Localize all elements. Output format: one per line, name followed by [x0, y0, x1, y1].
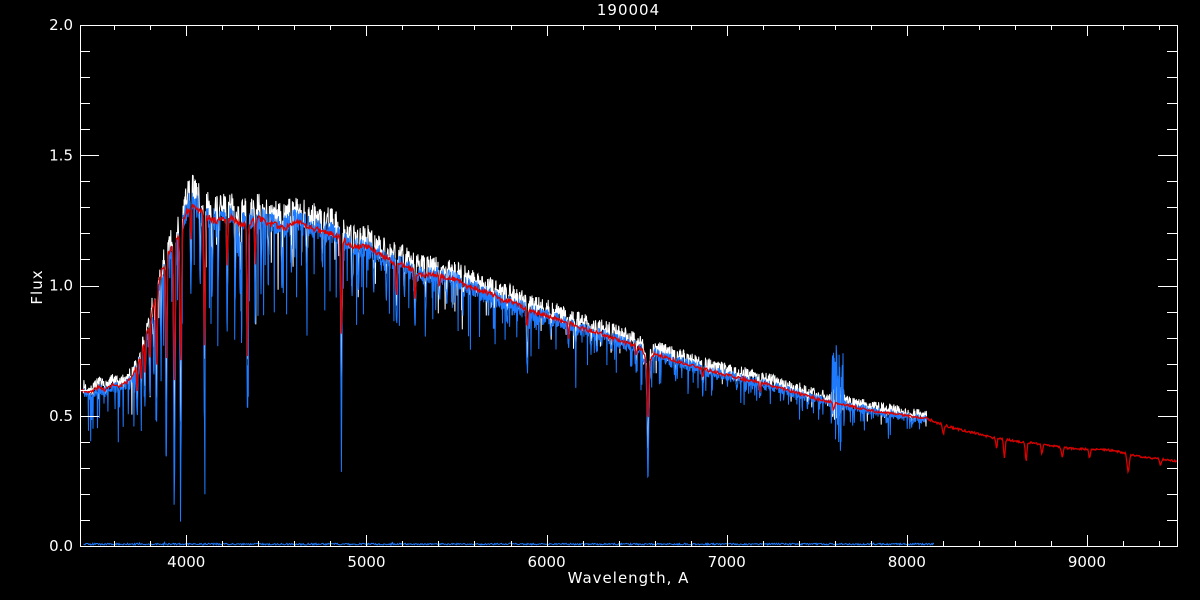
y-tick-label: 2.0 — [49, 16, 73, 34]
model-spectrum-red — [80, 203, 1177, 475]
x-tick-label: 9000 — [1068, 553, 1106, 571]
y-axis-label: Flux — [28, 269, 46, 305]
y-tick-label: 1.0 — [49, 277, 73, 295]
plot-box — [80, 25, 1178, 547]
tick-labels-group: 4000 5000 6000 7000 8000 9000 0.0 0.5 1.0 1.5 2.0 — [49, 16, 1106, 571]
y-tick-label: 1.5 — [49, 146, 73, 164]
observed-spectrum-blue — [83, 192, 928, 522]
spectra-group — [80, 174, 1177, 547]
x-tick-label: 5000 — [347, 553, 385, 571]
chart-title: 190004 — [596, 1, 661, 19]
axes-group — [80, 25, 1178, 547]
x-tick-label: 4000 — [167, 553, 205, 571]
x-tick-label: 7000 — [708, 553, 746, 571]
error-spectrum-zero-line — [83, 541, 935, 547]
x-tick-label: 6000 — [527, 553, 565, 571]
y-tick-label: 0.0 — [49, 537, 73, 555]
x-axis-label: Wavelength, A — [567, 569, 690, 587]
y-tick-label: 0.5 — [49, 407, 73, 425]
x-tick-label: 8000 — [888, 553, 926, 571]
